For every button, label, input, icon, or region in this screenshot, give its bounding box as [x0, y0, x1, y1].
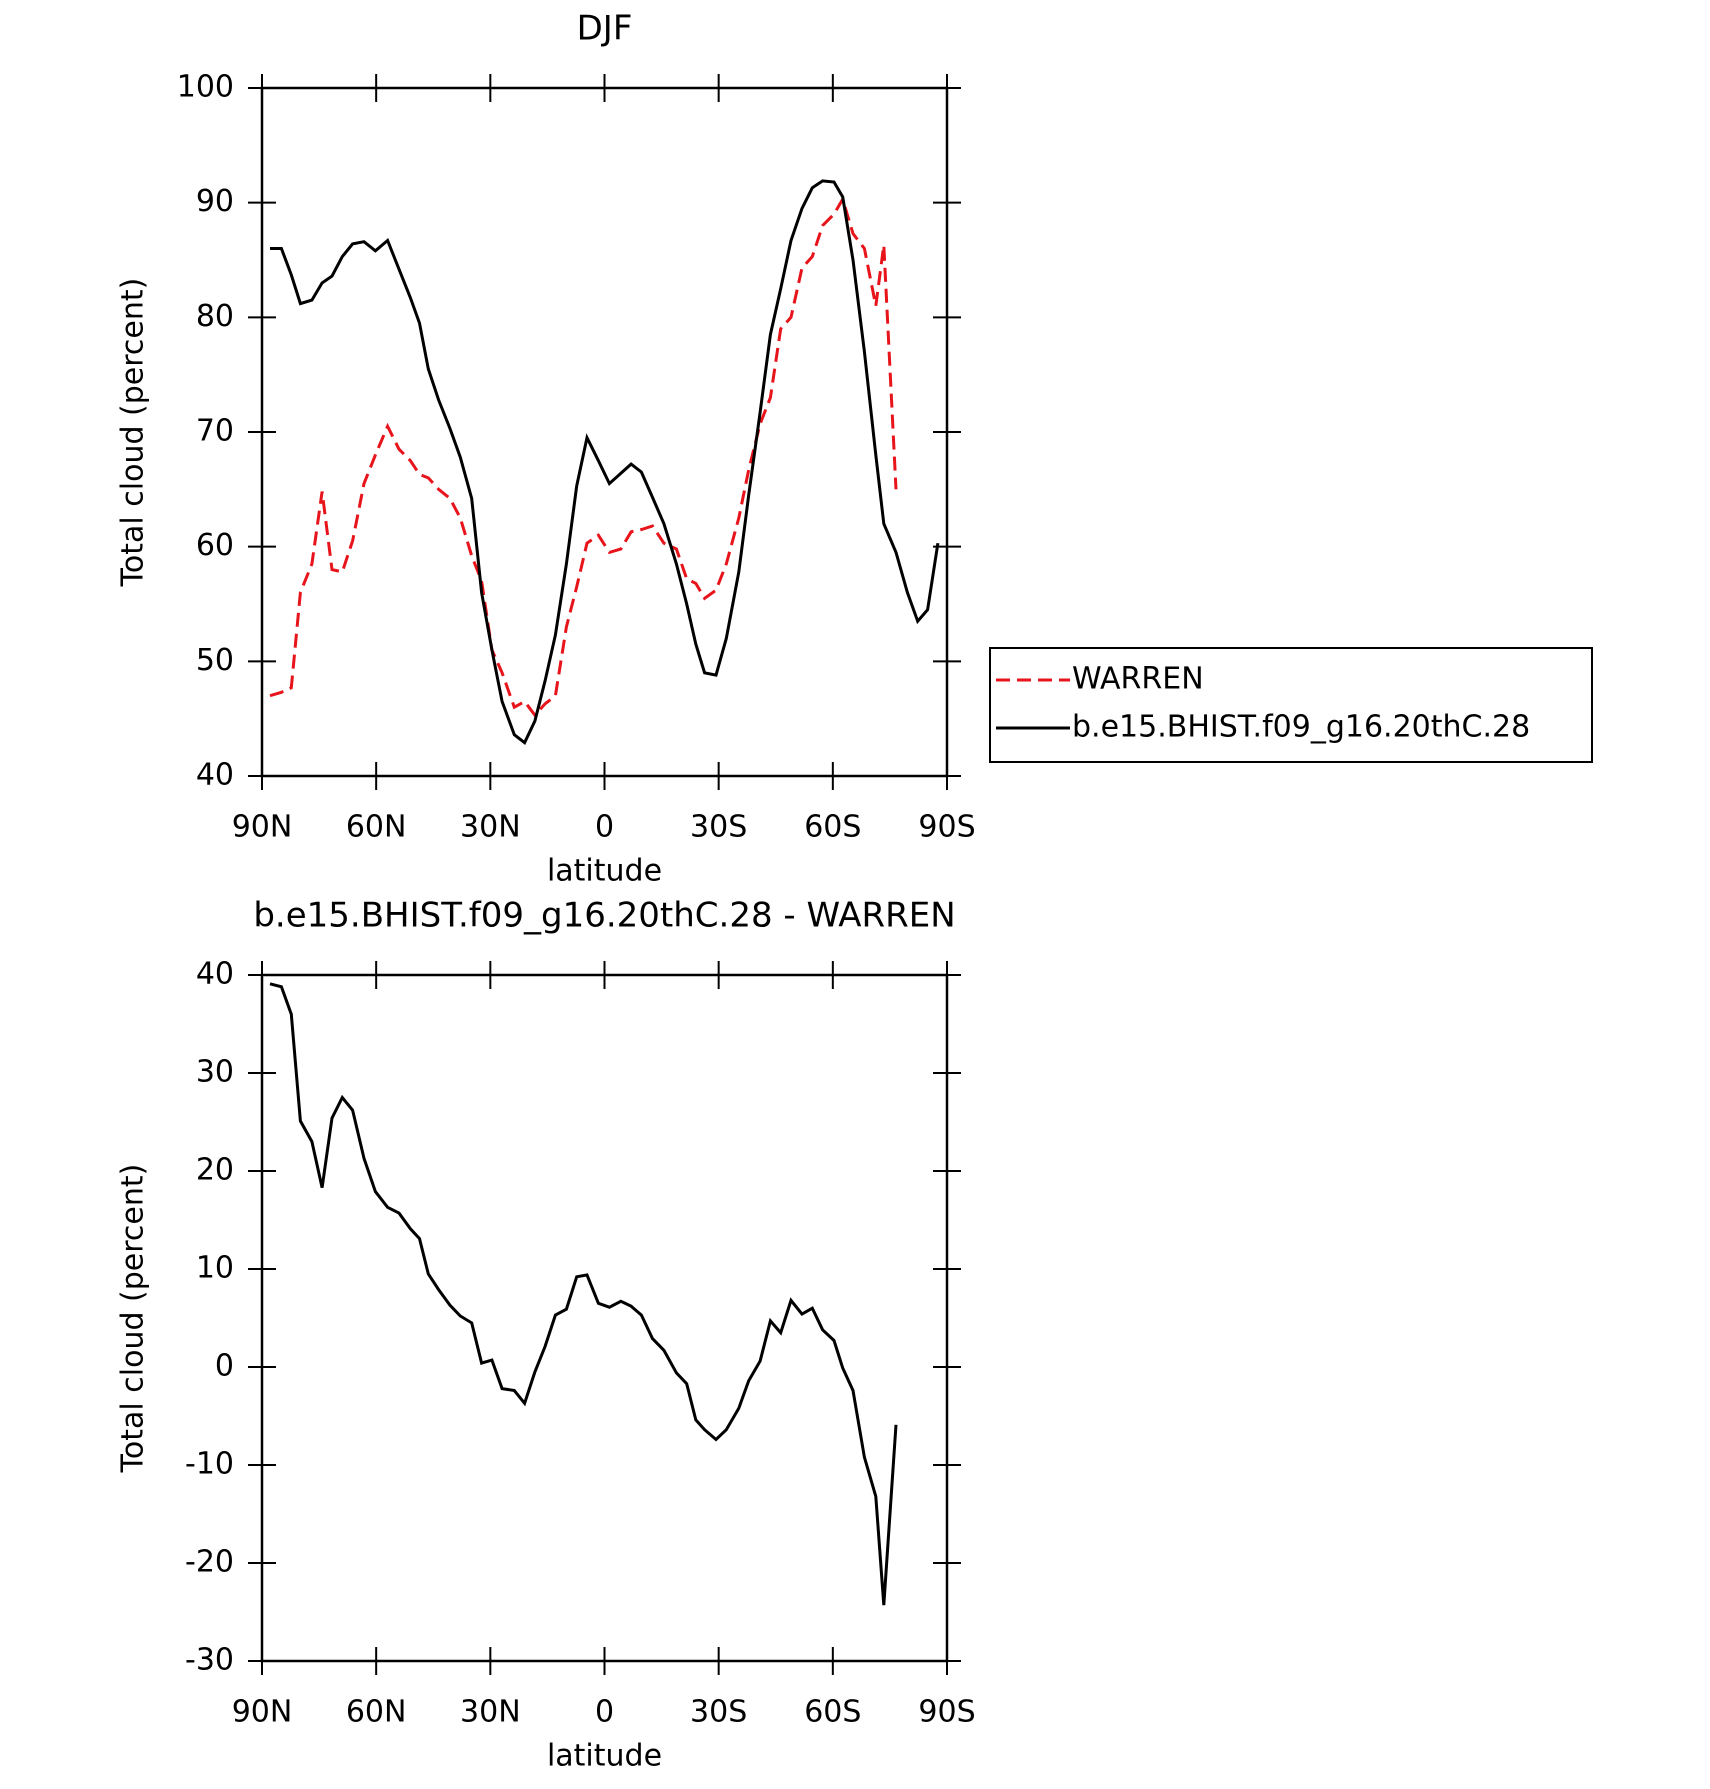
x-tick-label: 30S	[690, 810, 747, 845]
chart-title: DJF	[577, 9, 633, 49]
y-axis-label: Total cloud (percent)	[116, 1164, 151, 1474]
x-tick-label: 0	[595, 1695, 614, 1730]
y-tick-label: 20	[196, 1153, 234, 1188]
legend-label: b.e15.BHIST.f09_g16.20thC.28	[1072, 710, 1530, 745]
y-tick-label: -10	[185, 1447, 234, 1482]
legend-box	[989, 647, 1593, 763]
plot-frame	[260, 86, 949, 778]
y-tick-label: 60	[196, 528, 234, 563]
y-tick-label: 50	[196, 643, 234, 678]
series-line	[269, 982, 898, 1606]
y-tick-label: -30	[185, 1643, 234, 1678]
y-tick-label: 100	[177, 70, 234, 105]
series-line	[270, 179, 940, 746]
series-line	[269, 195, 898, 718]
y-tick-label: -20	[185, 1545, 234, 1580]
y-axis-label: Total cloud (percent)	[116, 278, 151, 588]
x-tick-label: 90S	[918, 1695, 975, 1730]
y-tick-label: 90	[196, 184, 234, 219]
plot-frame	[260, 973, 949, 1663]
y-tick-label: 0	[215, 1349, 234, 1384]
chart-title: b.e15.BHIST.f09_g16.20thC.28 - WARREN	[253, 896, 955, 936]
y-tick-label: 40	[196, 758, 234, 793]
y-tick-label: 40	[196, 957, 234, 992]
x-tick-label: 0	[595, 810, 614, 845]
x-axis-label: latitude	[547, 1739, 662, 1774]
x-tick-label: 30N	[460, 810, 521, 845]
x-tick-label: 60S	[804, 810, 861, 845]
y-tick-label: 70	[196, 414, 234, 449]
x-tick-label: 30S	[690, 1695, 747, 1730]
y-tick-label: 80	[196, 299, 234, 334]
y-tick-label: 30	[196, 1055, 234, 1090]
x-tick-label: 90N	[232, 1695, 293, 1730]
y-tick-label: 10	[196, 1251, 234, 1286]
x-tick-label: 60N	[346, 810, 407, 845]
x-tick-label: 90S	[918, 810, 975, 845]
x-tick-label: 90N	[232, 810, 293, 845]
x-tick-label: 30N	[460, 1695, 521, 1730]
x-tick-label: 60N	[346, 1695, 407, 1730]
legend-label: WARREN	[1072, 662, 1204, 697]
x-axis-label: latitude	[547, 854, 662, 889]
x-tick-label: 60S	[804, 1695, 861, 1730]
